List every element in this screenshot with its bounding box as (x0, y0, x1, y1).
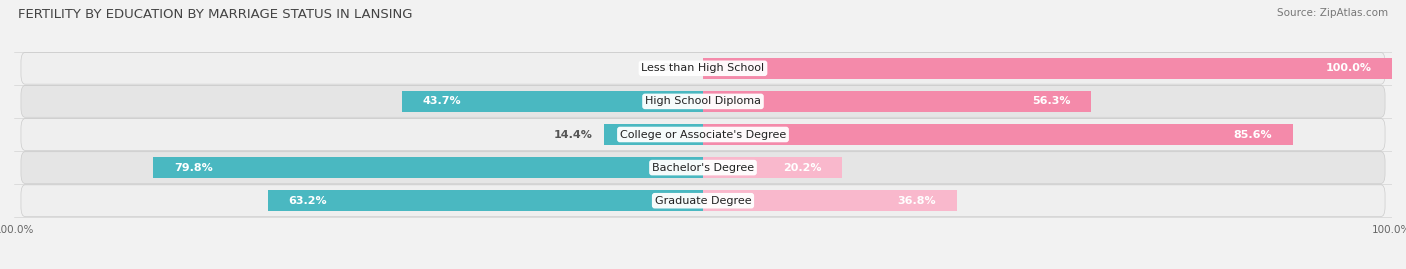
Text: FERTILITY BY EDUCATION BY MARRIAGE STATUS IN LANSING: FERTILITY BY EDUCATION BY MARRIAGE STATU… (18, 8, 413, 21)
FancyBboxPatch shape (21, 185, 1385, 217)
Text: 14.4%: 14.4% (554, 129, 593, 140)
Text: College or Associate's Degree: College or Associate's Degree (620, 129, 786, 140)
Text: Less than High School: Less than High School (641, 63, 765, 73)
Text: Graduate Degree: Graduate Degree (655, 196, 751, 206)
Bar (267, 190, 703, 211)
Bar (703, 124, 1292, 145)
Bar (603, 124, 703, 145)
Text: Source: ZipAtlas.com: Source: ZipAtlas.com (1277, 8, 1388, 18)
FancyBboxPatch shape (21, 119, 1385, 150)
Text: 63.2%: 63.2% (288, 196, 326, 206)
FancyBboxPatch shape (21, 52, 1385, 84)
FancyBboxPatch shape (21, 86, 1385, 117)
Text: 43.7%: 43.7% (423, 96, 461, 107)
FancyBboxPatch shape (21, 152, 1385, 183)
Text: 100.0%: 100.0% (1326, 63, 1371, 73)
Bar (153, 157, 703, 178)
Bar (703, 58, 1392, 79)
Text: Bachelor's Degree: Bachelor's Degree (652, 162, 754, 173)
Text: 0.0%: 0.0% (661, 63, 692, 73)
Bar (402, 91, 703, 112)
Bar (703, 190, 956, 211)
Text: 79.8%: 79.8% (174, 162, 212, 173)
Text: 85.6%: 85.6% (1233, 129, 1272, 140)
Text: 56.3%: 56.3% (1032, 96, 1070, 107)
Text: 36.8%: 36.8% (897, 196, 936, 206)
Legend: Married, Unmarried: Married, Unmarried (626, 264, 780, 269)
Bar (703, 91, 1091, 112)
Text: 20.2%: 20.2% (783, 162, 821, 173)
Bar (703, 157, 842, 178)
Text: High School Diploma: High School Diploma (645, 96, 761, 107)
